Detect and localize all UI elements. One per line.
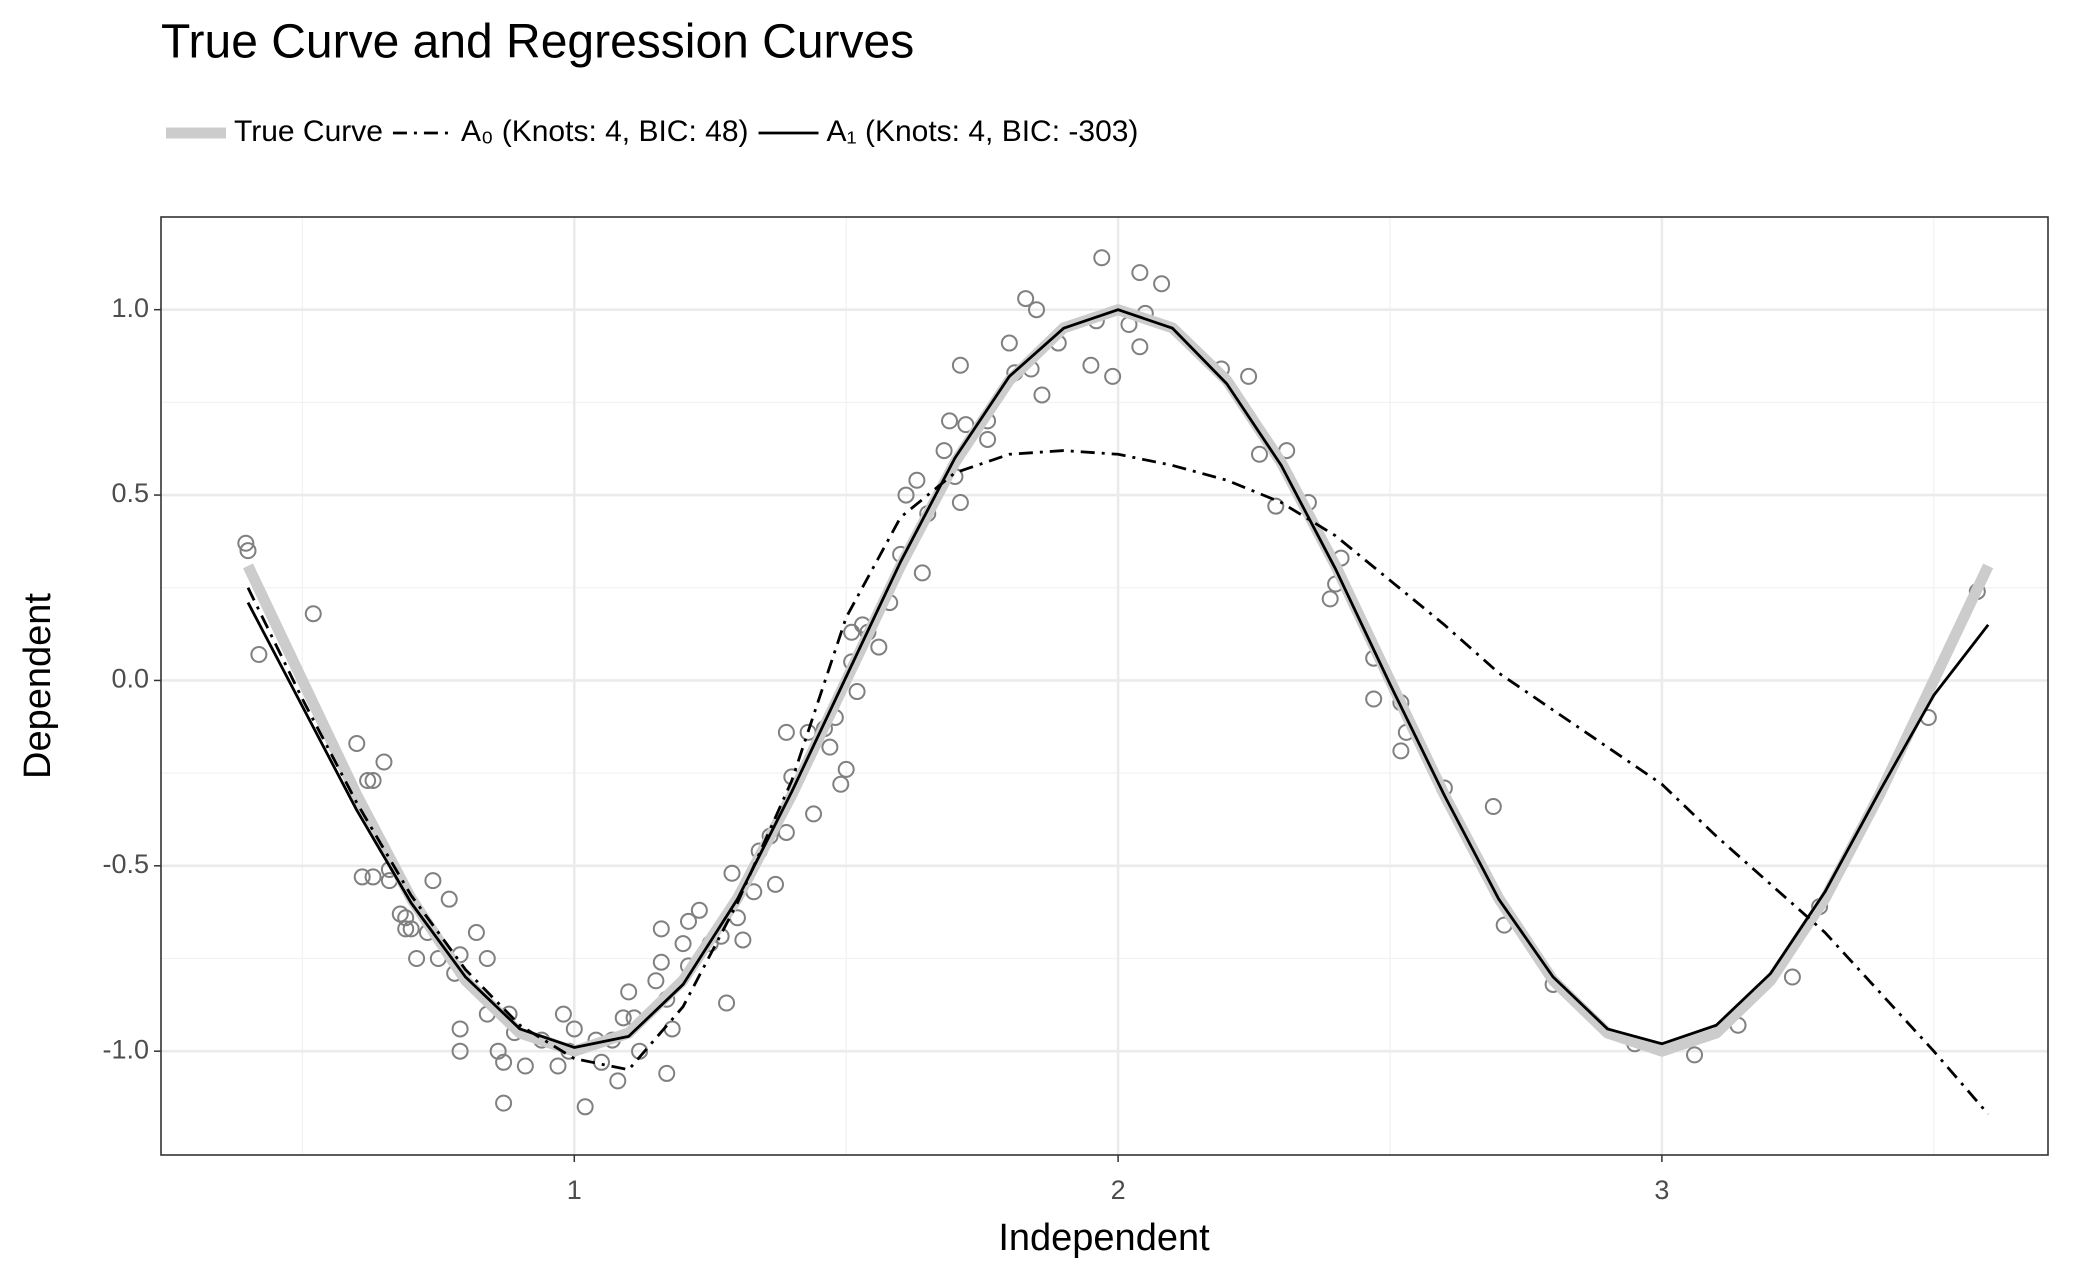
data-point — [935, 442, 953, 460]
data-point — [718, 994, 736, 1012]
data-point — [652, 920, 670, 938]
data-point — [805, 805, 823, 823]
data-point — [250, 645, 268, 663]
data-point — [908, 471, 926, 489]
data-point — [1131, 338, 1149, 356]
data-point — [592, 1053, 610, 1071]
data-point — [941, 412, 959, 430]
data-point — [440, 890, 458, 908]
data-point — [663, 1020, 681, 1038]
data-point — [237, 534, 255, 552]
data-point — [554, 1005, 572, 1023]
data-point — [1484, 797, 1502, 815]
legend-label: True Curve — [234, 115, 383, 148]
data-point — [951, 356, 969, 374]
data-point — [777, 823, 795, 841]
data-point — [957, 416, 975, 434]
data-point — [614, 1009, 632, 1027]
x-tick-label: 3 — [1654, 1175, 1669, 1205]
data-point — [1250, 445, 1268, 463]
chart-title: True Curve and Regression Curves — [161, 16, 914, 69]
data-point — [913, 564, 931, 582]
data-point — [679, 912, 697, 930]
data-point — [451, 1020, 469, 1038]
data-point — [402, 920, 420, 938]
data-point — [1131, 264, 1149, 282]
data-point — [348, 734, 366, 752]
data-point — [1783, 968, 1801, 986]
data-point — [766, 875, 784, 893]
x-tick-label: 2 — [1111, 1175, 1126, 1205]
data-point — [478, 950, 496, 968]
data-point — [609, 1072, 627, 1090]
data-point — [647, 972, 665, 990]
y-axis-title: Dependent — [17, 593, 59, 779]
data-point — [734, 931, 752, 949]
data-point — [690, 901, 708, 919]
x-tick-label: 1 — [567, 1175, 582, 1205]
panel-border — [160, 216, 2049, 1156]
data-point — [1017, 290, 1035, 308]
data-point — [353, 868, 371, 886]
data-point — [1000, 334, 1018, 352]
data-point — [652, 953, 670, 971]
data-point — [723, 864, 741, 882]
data-point — [1267, 497, 1285, 515]
legend-label: A₀ (Knots: 4, BIC: 48) — [461, 115, 749, 148]
data-point — [1240, 367, 1258, 385]
data-point — [467, 924, 485, 942]
data-point — [1392, 742, 1410, 760]
y-tick-label: -1.0 — [102, 1034, 149, 1064]
legend-label: A₁ (Knots: 4, BIC: -303) — [827, 115, 1139, 148]
data-point — [1365, 690, 1383, 708]
data-point — [1686, 1046, 1704, 1064]
data-point — [658, 1064, 676, 1082]
data-point — [821, 738, 839, 756]
data-point — [364, 772, 382, 790]
data-point — [576, 1098, 594, 1116]
data-point — [979, 430, 997, 448]
legend: True Curve A₀ (Knots: 4, BIC: 48) A₁ (Knot… — [166, 115, 1138, 148]
data-point — [364, 868, 382, 886]
x-axis-title: Independent — [998, 1217, 1210, 1259]
data-point — [777, 723, 795, 741]
y-tick-label: -0.5 — [102, 849, 149, 879]
data-point — [565, 1020, 583, 1038]
data-point — [495, 1094, 513, 1112]
data-point — [451, 1042, 469, 1060]
data-point — [375, 753, 393, 771]
data-point — [1028, 301, 1046, 319]
y-tick-label: 0.0 — [111, 664, 149, 694]
data-point — [408, 950, 426, 968]
data-point — [516, 1057, 534, 1075]
data-point — [304, 605, 322, 623]
y-tick-label: 1.0 — [111, 293, 149, 323]
data-point — [1153, 275, 1171, 293]
data-point — [1093, 249, 1111, 267]
series-line — [246, 308, 1990, 1049]
data-point — [549, 1057, 567, 1075]
data-point — [848, 683, 866, 701]
data-point — [1104, 367, 1122, 385]
data-point — [832, 775, 850, 793]
data-point — [239, 542, 257, 560]
y-tick-label: 0.5 — [111, 478, 149, 508]
data-point — [495, 1053, 513, 1071]
data-point — [1321, 590, 1339, 608]
data-point — [424, 872, 442, 890]
data-point — [837, 760, 855, 778]
data-point — [1033, 386, 1051, 404]
data-point — [951, 493, 969, 511]
data-point — [359, 772, 377, 790]
data-point — [620, 983, 638, 1001]
data-point — [397, 920, 415, 938]
data-point — [870, 638, 888, 656]
data-point — [1082, 356, 1100, 374]
data-point — [897, 486, 915, 504]
data-point — [674, 935, 692, 953]
